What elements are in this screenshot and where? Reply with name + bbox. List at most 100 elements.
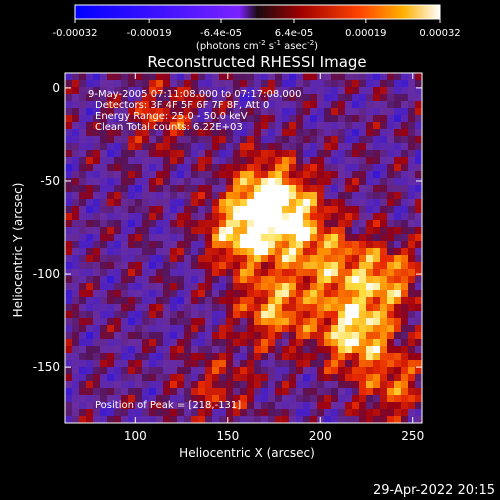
- heatmap-cell: [100, 255, 107, 262]
- heatmap-cell: [198, 129, 205, 136]
- heatmap-cell: [93, 325, 100, 332]
- heatmap-cell: [128, 73, 135, 80]
- heatmap-cell: [107, 143, 114, 150]
- heatmap-cell: [107, 255, 114, 262]
- heatmap-cell: [163, 262, 170, 269]
- heatmap-cell: [289, 353, 296, 360]
- heatmap-cell: [359, 409, 366, 416]
- heatmap-cell: [156, 108, 163, 115]
- heatmap-cell: [128, 339, 135, 346]
- heatmap-cell: [289, 395, 296, 402]
- heatmap-cell: [366, 276, 373, 283]
- heatmap-cell: [93, 143, 100, 150]
- heatmap-cell: [366, 332, 373, 339]
- heatmap-cell: [338, 185, 345, 192]
- heatmap-cell: [191, 150, 198, 157]
- heatmap-cell: [254, 353, 261, 360]
- heatmap-cell: [233, 199, 240, 206]
- annotations: 9-May-2005 07:11:08.000 to 07:17:08.000 …: [88, 89, 301, 411]
- heatmap-cell: [233, 73, 240, 80]
- heatmap-cell: [401, 129, 408, 136]
- heatmap-cell: [121, 206, 128, 213]
- heatmap-cell: [86, 381, 93, 388]
- heatmap-cell: [359, 269, 366, 276]
- heatmap-cell: [373, 108, 380, 115]
- heatmap-cell: [65, 283, 72, 290]
- heatmap-cell: [149, 241, 156, 248]
- heatmap-cell: [317, 136, 324, 143]
- heatmap-cell: [86, 360, 93, 367]
- heatmap-cell: [282, 87, 289, 94]
- heatmap-cell: [345, 234, 352, 241]
- heatmap-cell: [121, 101, 128, 108]
- heatmap-cell: [338, 402, 345, 409]
- heatmap-cell: [331, 339, 338, 346]
- heatmap-cell: [296, 409, 303, 416]
- heatmap-cell: [72, 318, 79, 325]
- heatmap-cell: [310, 388, 317, 395]
- heatmap-cell: [296, 234, 303, 241]
- heatmap-cell: [261, 213, 268, 220]
- heatmap-cell: [198, 192, 205, 199]
- heatmap-cell: [170, 73, 177, 80]
- heatmap-cell: [100, 346, 107, 353]
- heatmap-cell: [247, 115, 254, 122]
- heatmap-cell: [177, 409, 184, 416]
- heatmap-cell: [261, 178, 268, 185]
- heatmap-cell: [86, 388, 93, 395]
- heatmap-cell: [317, 213, 324, 220]
- heatmap-cell: [142, 241, 149, 248]
- heatmap-cell: [359, 290, 366, 297]
- heatmap-cell: [135, 150, 142, 157]
- heatmap-cell: [219, 122, 226, 129]
- heatmap-cell: [296, 402, 303, 409]
- heatmap-cell: [254, 150, 261, 157]
- heatmap-cell: [324, 143, 331, 150]
- heatmap-cell: [149, 220, 156, 227]
- heatmap-cell: [254, 346, 261, 353]
- heatmap-cell: [170, 367, 177, 374]
- heatmap-cell: [191, 374, 198, 381]
- heatmap-cell: [275, 199, 282, 206]
- heatmap-cell: [345, 73, 352, 80]
- heatmap-cell: [296, 353, 303, 360]
- heatmap-cell: [114, 416, 121, 423]
- heatmap-cell: [156, 311, 163, 318]
- heatmap-cell: [324, 94, 331, 101]
- heatmap-cell: [135, 332, 142, 339]
- heatmap-cell: [226, 311, 233, 318]
- heatmap-cell: [268, 171, 275, 178]
- heatmap-cell: [345, 311, 352, 318]
- heatmap-cell: [226, 262, 233, 269]
- heatmap-cell: [65, 94, 72, 101]
- heatmap-cell: [345, 213, 352, 220]
- heatmap-cell: [268, 283, 275, 290]
- heatmap-cell: [282, 213, 289, 220]
- heatmap-cell: [352, 395, 359, 402]
- heatmap-cell: [163, 185, 170, 192]
- heatmap-cell: [86, 255, 93, 262]
- heatmap-cell: [408, 206, 415, 213]
- heatmap-cell: [156, 325, 163, 332]
- heatmap-cell: [142, 283, 149, 290]
- heatmap-cell: [93, 227, 100, 234]
- heatmap-cell: [205, 164, 212, 171]
- heatmap-cell: [100, 409, 107, 416]
- heatmap-cell: [310, 80, 317, 87]
- heatmap-cell: [100, 311, 107, 318]
- heatmap-cell: [100, 150, 107, 157]
- heatmap-cell: [415, 178, 422, 185]
- heatmap-cell: [373, 220, 380, 227]
- heatmap-cell: [338, 290, 345, 297]
- heatmap-cell: [317, 199, 324, 206]
- heatmap-cell: [345, 367, 352, 374]
- heatmap-cell: [268, 80, 275, 87]
- heatmap-cell: [373, 122, 380, 129]
- heatmap-cell: [275, 108, 282, 115]
- heatmap-cell: [366, 339, 373, 346]
- heatmap-cell: [296, 290, 303, 297]
- heatmap-cell: [191, 220, 198, 227]
- heatmap-cell: [93, 115, 100, 122]
- heatmap-cell: [86, 150, 93, 157]
- heatmap-cell: [401, 115, 408, 122]
